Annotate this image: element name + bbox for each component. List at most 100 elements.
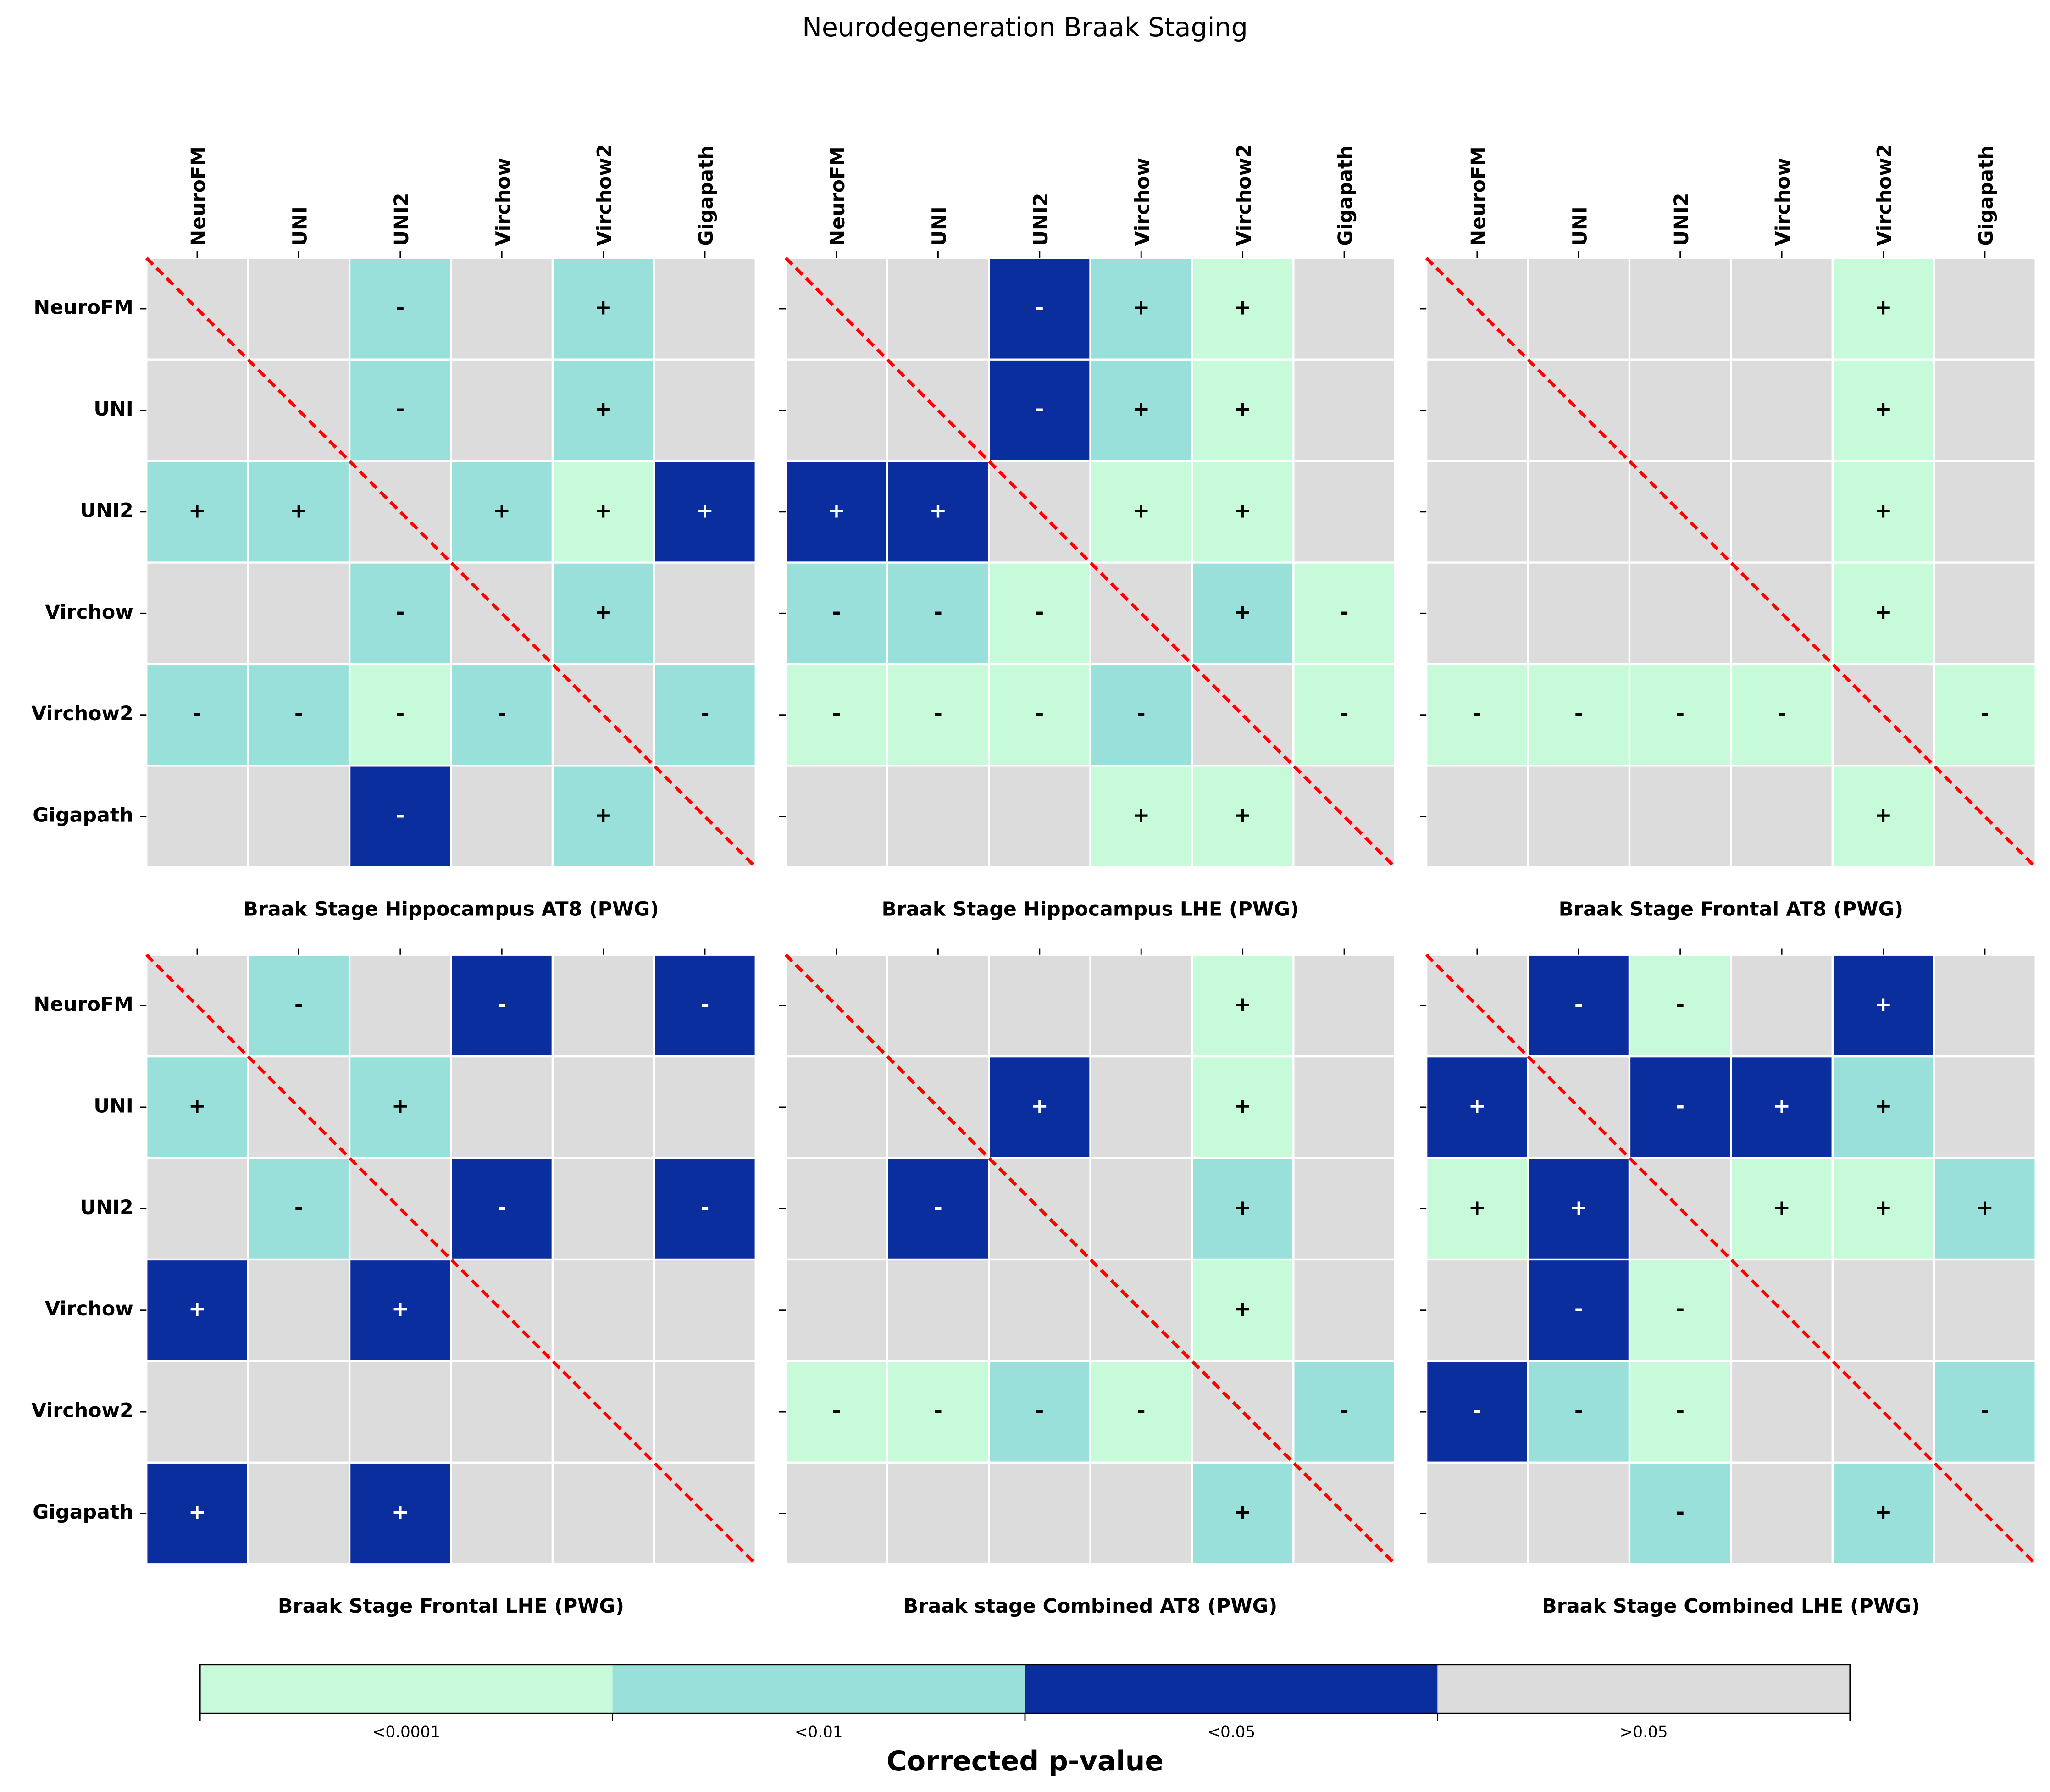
cell-sign: + <box>1132 498 1150 522</box>
cell-sign: - <box>1676 1093 1684 1118</box>
cell-sign: - <box>832 600 841 624</box>
cell-sign: - <box>701 992 709 1016</box>
heatmap-cell <box>1191 765 1295 868</box>
heatmap-cell <box>1628 1461 1732 1565</box>
heatmap-cell <box>551 954 655 1058</box>
heatmap-cell <box>348 954 452 1058</box>
heatmap-cell <box>247 561 351 666</box>
heatmap-cell <box>1089 1157 1193 1261</box>
cell-sign: - <box>294 701 303 726</box>
heatmap-cell <box>348 1360 452 1464</box>
cell-sign: - <box>1574 1398 1583 1423</box>
heatmap-cell <box>145 1157 249 1261</box>
cell-sign: - <box>1137 1398 1146 1423</box>
heatmap-cell <box>348 1461 452 1565</box>
heatmap-cell <box>785 1055 888 1159</box>
heatmap-cell <box>1191 1157 1295 1261</box>
colorbar-label: <0.01 <box>795 1723 843 1741</box>
heatmap-cell <box>1425 1157 1529 1261</box>
heatmap-cell <box>1831 561 1935 666</box>
heatmap-cell <box>348 257 452 361</box>
heatmap-cell <box>1089 1461 1193 1565</box>
heatmap-cell <box>1730 663 1834 767</box>
cell-sign: + <box>1234 803 1252 827</box>
cell-sign: - <box>1574 992 1583 1016</box>
heatmap-cell <box>1628 561 1732 666</box>
heatmap-cell <box>348 765 452 868</box>
heatmap-cell <box>1425 1360 1529 1464</box>
heatmap-cell <box>1527 663 1631 767</box>
column-label: Gigapath <box>1334 145 1357 246</box>
heatmap-cell <box>653 1258 757 1362</box>
cell-sign: + <box>1132 295 1150 320</box>
heatmap-cell <box>1730 1055 1834 1159</box>
cell-sign: - <box>1340 600 1349 624</box>
heatmap-cell <box>1191 561 1295 666</box>
heatmap-cell <box>1292 954 1396 1058</box>
heatmap-cell <box>1730 460 1834 564</box>
heatmap-cell <box>1730 1461 1834 1565</box>
cell-sign: - <box>1340 701 1349 726</box>
heatmap-cell <box>653 954 757 1058</box>
heatmap-cell <box>1191 1258 1295 1362</box>
heatmap-cell <box>450 1461 554 1565</box>
cell-sign: + <box>1468 1093 1486 1118</box>
cell-sign: - <box>934 600 942 624</box>
cell-sign: - <box>498 1195 506 1220</box>
heatmap-cell <box>987 765 1091 868</box>
heatmap-cell <box>247 1258 351 1362</box>
heatmap-cell <box>1831 765 1935 868</box>
heatmap-cell <box>1933 561 2037 666</box>
heatmap-cell <box>551 1258 655 1362</box>
heatmap-cell <box>247 765 351 868</box>
heatmap-cell <box>987 1360 1091 1464</box>
heatmap-cell <box>1191 1461 1295 1565</box>
cell-sign: + <box>392 1297 409 1321</box>
heatmap-cell <box>1425 561 1529 666</box>
heatmap-cell <box>450 1360 554 1464</box>
cell-sign: + <box>1234 1500 1252 1524</box>
heatmap-cell <box>247 1360 351 1464</box>
heatmap-cell <box>1831 954 1935 1058</box>
heatmap-cell <box>1527 1360 1631 1464</box>
cell-sign: - <box>1778 701 1786 726</box>
heatmap-cell <box>1933 954 2037 1058</box>
cell-sign: + <box>1773 1093 1790 1118</box>
cell-sign: - <box>1035 1398 1044 1423</box>
cell-sign: - <box>1035 295 1044 320</box>
heatmap-cell <box>450 1157 554 1261</box>
panel-title: Braak Stage Hippocampus AT8 (PWG) <box>243 898 659 921</box>
heatmap-cell <box>1292 663 1396 767</box>
heatmap-cell <box>1425 1461 1529 1565</box>
heatmap-cell <box>450 358 554 462</box>
heatmap-cell <box>1191 460 1295 564</box>
heatmap-cell <box>551 1055 655 1159</box>
row-label: UNI <box>94 398 133 421</box>
panel-title: Braak Stage Hippocampus LHE (PWG) <box>881 898 1299 921</box>
heatmap-cell <box>1831 1157 1935 1261</box>
cell-sign: + <box>696 498 714 522</box>
heatmap-cell <box>1292 358 1396 462</box>
column-label: Virchow <box>1772 158 1795 246</box>
heatmap-cell <box>785 1360 888 1464</box>
heatmap-cell <box>450 663 554 767</box>
cell-sign: + <box>595 295 612 320</box>
heatmap-cell <box>1089 1360 1193 1464</box>
cell-sign: + <box>1468 1195 1486 1220</box>
heatmap-cell <box>1527 954 1631 1058</box>
cell-sign: + <box>188 1297 206 1321</box>
cell-sign: + <box>1976 1195 1994 1220</box>
heatmap-cell <box>785 358 888 462</box>
cell-sign: + <box>1234 1297 1252 1321</box>
row-label: Gigapath <box>33 1501 133 1524</box>
cell-sign: + <box>1874 803 1892 827</box>
column-label: Virchow <box>1131 158 1154 246</box>
heatmap-cell <box>348 663 452 767</box>
heatmap-cell <box>987 1461 1091 1565</box>
cell-sign: + <box>1874 295 1892 320</box>
heatmap-cell <box>145 561 249 666</box>
cell-sign: + <box>1031 1093 1048 1118</box>
heatmap-cell <box>886 1258 990 1362</box>
heatmap-cell <box>653 257 757 361</box>
heatmap-cell <box>247 663 351 767</box>
